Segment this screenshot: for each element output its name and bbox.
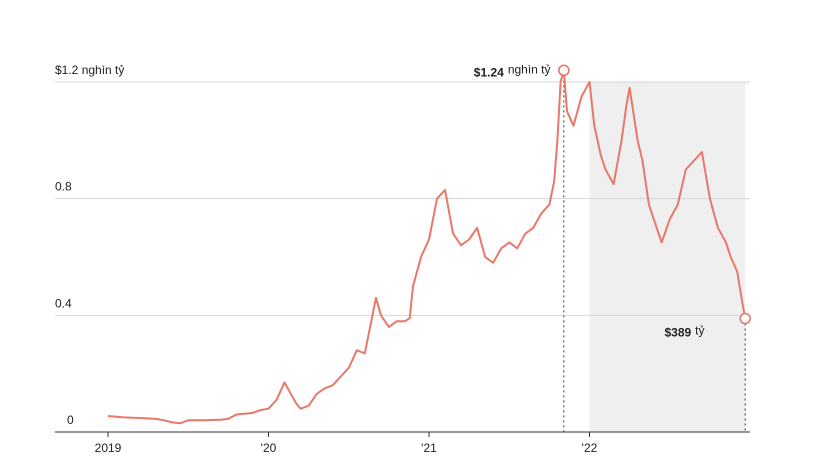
x-tick-label: 2019 xyxy=(95,441,122,455)
annotation-value: $1.24 xyxy=(474,65,504,79)
y-tick-label: 0.8 xyxy=(55,180,72,194)
x-tick-label: '20 xyxy=(261,441,277,455)
y-tick-label: $1.2 nghìn tỷ xyxy=(55,63,124,77)
x-tick-label: '22 xyxy=(582,441,598,455)
y-tick-label: 0 xyxy=(67,413,74,427)
highlight-point xyxy=(739,312,751,325)
annotation-value: $389 xyxy=(664,326,691,340)
annotation-unit: nghìn tỷ xyxy=(508,62,551,76)
highlight-region xyxy=(589,82,746,432)
y-tick-label: 0.4 xyxy=(55,296,72,310)
line-series xyxy=(107,69,747,425)
x-tick-label: '21 xyxy=(421,441,437,455)
annotation-unit: tỷ xyxy=(695,324,704,338)
highlight-point xyxy=(558,64,570,77)
